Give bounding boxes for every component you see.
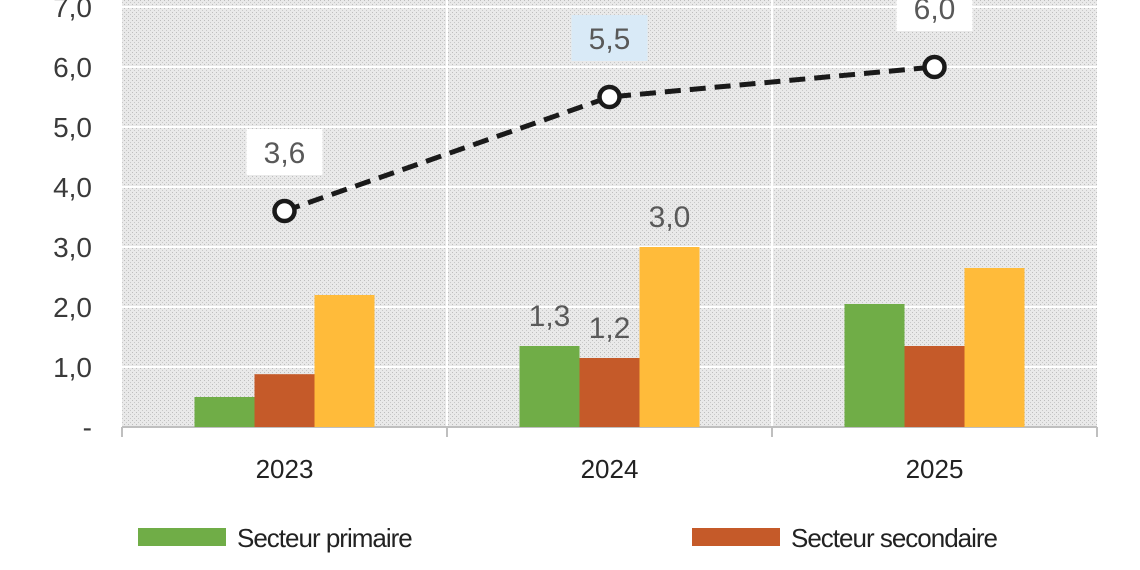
bar (639, 247, 700, 427)
line-data-label: 3,6 (264, 137, 306, 170)
legend-label: Secteur primaire (237, 523, 412, 553)
bar-data-label: 1,2 (589, 312, 631, 345)
y-tick-label: 2,0 (53, 292, 92, 323)
legend-swatch (692, 528, 780, 546)
bar (579, 358, 640, 427)
x-tick-label: 2024 (581, 454, 639, 484)
bar (519, 346, 580, 427)
y-tick-label: 1,0 (53, 352, 92, 383)
y-tick-label: 3,0 (53, 232, 92, 263)
y-tick-label: 6,0 (53, 52, 92, 83)
y-tick-label: 4,0 (53, 172, 92, 203)
bar-data-label: 1,3 (529, 300, 571, 333)
line-marker (597, 84, 622, 110)
bar (194, 397, 255, 427)
line-marker (272, 198, 297, 224)
line-label-box (896, 0, 973, 31)
legend-label: Secteur secondaire (791, 523, 998, 553)
bar (964, 268, 1025, 427)
line-data-label: 6,0 (914, 0, 956, 26)
x-tick-label: 2025 (906, 454, 964, 484)
bar (254, 374, 315, 427)
line-marker (922, 54, 947, 80)
line-series (283, 64, 935, 214)
y-tick-label: 5,0 (53, 112, 92, 143)
bar (844, 304, 905, 427)
y-tick-label: 7,0 (53, 0, 92, 23)
bar-data-label: 3,0 (649, 201, 691, 234)
bar (314, 295, 375, 427)
legend-swatch (138, 528, 226, 546)
line-label-box (246, 129, 323, 175)
y-tick-label: - (83, 412, 92, 443)
bar (904, 346, 965, 427)
line-label-box (571, 15, 648, 61)
x-tick-label: 2023 (256, 454, 314, 484)
line-data-label: 5,5 (589, 23, 631, 56)
